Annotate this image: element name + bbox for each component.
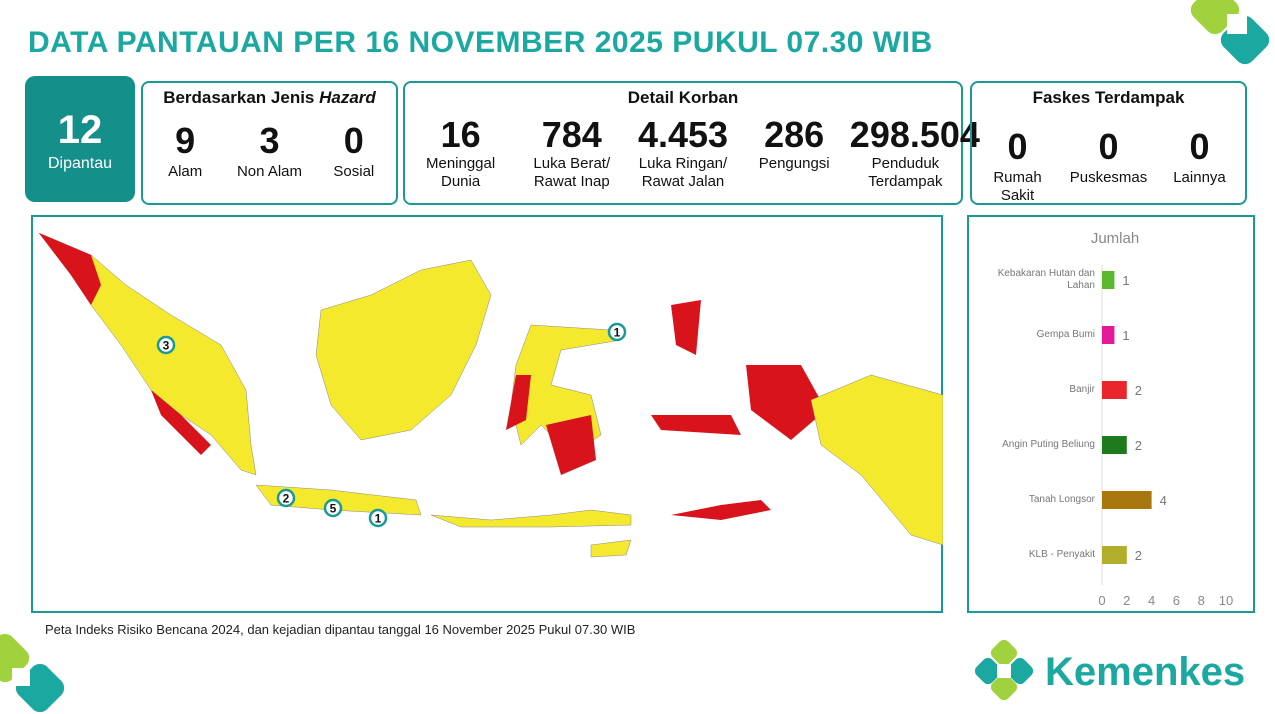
- stat: 0 Puskesmas: [1063, 125, 1154, 187]
- facilities-title: Faskes Terdampak: [1032, 88, 1185, 107]
- stat-label: Non Alam: [236, 163, 303, 180]
- bar: [1102, 326, 1115, 344]
- logo-mark: [975, 640, 1034, 701]
- stat-value: 16: [440, 114, 481, 155]
- stat: 298.504 Penduduk Terdampak: [849, 113, 980, 191]
- category-label: KLB - Penyakit: [1028, 549, 1095, 560]
- corner-decoration: [1190, 0, 1270, 65]
- stat-value: 0: [1189, 126, 1210, 167]
- casualties-title: Detail Korban: [627, 88, 739, 107]
- bar: [1102, 491, 1152, 509]
- map-marker: [323, 498, 343, 518]
- bar: [1102, 436, 1127, 454]
- bar: [1102, 546, 1127, 564]
- value-label: 2: [1135, 548, 1142, 563]
- stat-value: 286: [764, 114, 825, 155]
- stat-value: 0: [1098, 126, 1119, 167]
- stat-value: 298.504: [849, 114, 980, 155]
- stat-label: Sosial: [333, 163, 375, 180]
- value-label: 1: [1122, 328, 1129, 343]
- category-text: Tanah Longsor: [1028, 494, 1095, 505]
- stat: 9 Alam: [143, 119, 227, 181]
- stat-value: 784: [541, 114, 602, 155]
- stat-label: Luka Berat/ Rawat Inap: [533, 155, 611, 190]
- monitored-value: 12: [57, 108, 103, 152]
- x-tick-label: 8: [1198, 593, 1205, 608]
- monitored-card: 12 Dipantau: [25, 76, 135, 202]
- stat: 4.453 Luka Ringan/ Rawat Jalan: [627, 113, 738, 191]
- stat-value: 9: [175, 120, 196, 161]
- x-tick-label: 4: [1148, 593, 1155, 608]
- stat-value: 0: [1007, 126, 1028, 167]
- category-text: Banjir: [1069, 384, 1095, 395]
- stat-label: Pengungsi: [758, 155, 830, 172]
- category-label: Banjir: [1069, 384, 1095, 395]
- x-tick-label: 0: [1098, 593, 1105, 608]
- x-tick-label: 10: [1219, 593, 1233, 608]
- category-label: Tanah Longsor: [1028, 494, 1095, 505]
- stat-value: 0: [343, 120, 364, 161]
- category-text: Angin Puting Beliung: [1002, 439, 1095, 450]
- value-label: 2: [1135, 383, 1142, 398]
- category-text: Kebakaran Hutan dan Lahan: [997, 268, 1095, 291]
- map-marker: [276, 488, 296, 508]
- map-marker: [368, 508, 388, 528]
- hazard-title-emphasis: Hazard: [319, 88, 376, 107]
- map-marker: [607, 322, 627, 342]
- corner-decoration: [0, 633, 65, 713]
- category-label: Gempa Bumi: [1036, 329, 1095, 340]
- stat: 3 Non Alam: [227, 119, 311, 181]
- category-text: Gempa Bumi: [1036, 329, 1095, 340]
- logo-text: Kemenkes: [1045, 650, 1246, 694]
- stat-label: Luka Ringan/ Rawat Jalan: [638, 155, 728, 190]
- value-label: 2: [1135, 438, 1142, 453]
- bar: [1102, 271, 1115, 289]
- value-label: 4: [1160, 493, 1167, 508]
- value-label: 1: [1122, 273, 1129, 288]
- marker-label: 5: [330, 502, 337, 516]
- stat-label: Alam: [168, 163, 203, 180]
- x-tick-label: 6: [1173, 593, 1180, 608]
- hazard-chart: Jumlah 0 2 4 6 8 10 Kebakaran Hutan dan Lahan 1…: [967, 215, 1255, 613]
- stat: 16 Meninggal Dunia: [405, 113, 516, 191]
- stat: 0 Sosial: [312, 119, 396, 181]
- x-tick-label: 2: [1123, 593, 1130, 608]
- risk-map: 3 1 2 5 1: [31, 215, 943, 613]
- casualties-card: Detail Korban 16 Meninggal Dunia 784 Luka B…: [403, 81, 980, 205]
- stat: 0 Rumah Sakit: [972, 125, 1063, 205]
- stat-label: Rumah Sakit: [993, 169, 1042, 204]
- page-title: DATA PANTAUAN PER 16 NOVEMBER 2025 PUKUL…: [28, 26, 933, 59]
- map-caption: Peta Indeks Risiko Bencana 2024, dan kej…: [45, 622, 636, 637]
- marker-label: 1: [614, 326, 621, 340]
- hazard-card: Berdasarkan Jenis Hazard 9 Alam 3 Non Alam 0…: [141, 81, 398, 205]
- category-label: Angin Puting Beliung: [1002, 439, 1095, 450]
- stat-value: 3: [259, 120, 280, 161]
- marker-label: 1: [375, 512, 382, 526]
- stat-label: Meninggal Dunia: [425, 155, 496, 190]
- stat: 784 Luka Berat/ Rawat Inap: [516, 113, 627, 191]
- marker-label: 2: [283, 492, 290, 506]
- stat-value: 4.453: [637, 114, 729, 155]
- monitored-label: Dipantau: [47, 155, 113, 172]
- category-label: Kebakaran Hutan dan Lahan: [997, 268, 1095, 291]
- chart-title: Jumlah: [1091, 230, 1139, 247]
- category-text: KLB - Penyakit: [1028, 549, 1095, 560]
- stat-label: Puskesmas: [1069, 169, 1148, 186]
- facilities-card: Faskes Terdampak 0 Rumah Sakit 0 Puskesmas 0…: [970, 81, 1247, 205]
- hazard-title: Berdasarkan Jenis: [163, 88, 315, 107]
- stat: 286 Pengungsi: [739, 113, 850, 173]
- stat-label: Penduduk Terdampak: [868, 155, 943, 190]
- stat-label: Lainnya: [1173, 169, 1226, 186]
- map-marker: [156, 335, 176, 355]
- marker-label: 3: [163, 339, 170, 353]
- bar: [1102, 381, 1127, 399]
- stat: 0 Lainnya: [1154, 125, 1245, 187]
